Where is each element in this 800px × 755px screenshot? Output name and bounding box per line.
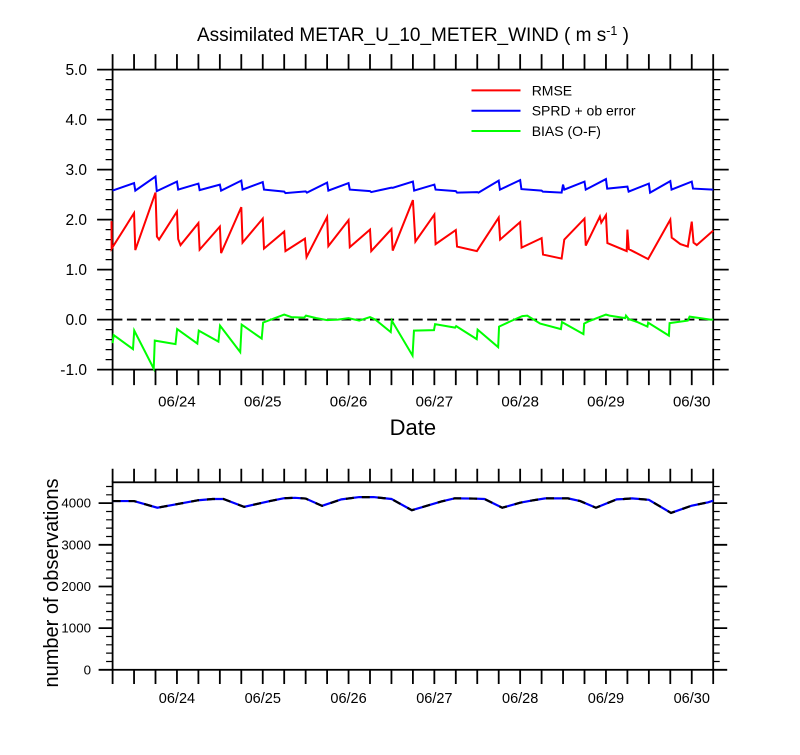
svg-text:0.0: 0.0 xyxy=(65,312,87,329)
svg-text:1.0: 1.0 xyxy=(65,262,87,279)
svg-text:3000: 3000 xyxy=(61,537,91,552)
svg-text:5.0: 5.0 xyxy=(65,62,87,79)
svg-text:06/25: 06/25 xyxy=(245,691,281,707)
svg-text:06/24: 06/24 xyxy=(158,393,196,410)
svg-text:RMSE: RMSE xyxy=(532,82,572,98)
svg-text:BIAS (O-F): BIAS (O-F) xyxy=(532,123,601,139)
svg-text:06/26: 06/26 xyxy=(330,691,366,707)
svg-text:Date: Date xyxy=(390,415,436,440)
svg-text:06/27: 06/27 xyxy=(416,393,454,410)
svg-text:06/29: 06/29 xyxy=(587,393,625,410)
svg-text:06/29: 06/29 xyxy=(588,691,624,707)
svg-text:-1.0: -1.0 xyxy=(60,362,87,379)
svg-text:06/27: 06/27 xyxy=(416,691,452,707)
svg-text:06/24: 06/24 xyxy=(159,691,195,707)
svg-text:3.0: 3.0 xyxy=(65,162,87,179)
svg-text:SPRD + ob error: SPRD + ob error xyxy=(532,103,636,119)
svg-text:06/28: 06/28 xyxy=(502,691,538,707)
svg-text:4.0: 4.0 xyxy=(65,112,87,129)
svg-text:2000: 2000 xyxy=(61,579,91,594)
svg-text:2.0: 2.0 xyxy=(65,212,87,229)
svg-text:number of observations: number of observations xyxy=(41,478,63,687)
svg-text:4000: 4000 xyxy=(61,496,91,511)
svg-text:06/30: 06/30 xyxy=(673,393,711,410)
svg-text:0: 0 xyxy=(84,662,91,677)
svg-text:Assimilated METAR_U_10_METER_W: Assimilated METAR_U_10_METER_WIND ( m s-… xyxy=(197,24,629,46)
svg-text:06/30: 06/30 xyxy=(674,691,710,707)
svg-text:06/25: 06/25 xyxy=(244,393,282,410)
svg-text:1000: 1000 xyxy=(61,621,91,636)
svg-text:06/26: 06/26 xyxy=(330,393,368,410)
svg-text:06/28: 06/28 xyxy=(501,393,539,410)
